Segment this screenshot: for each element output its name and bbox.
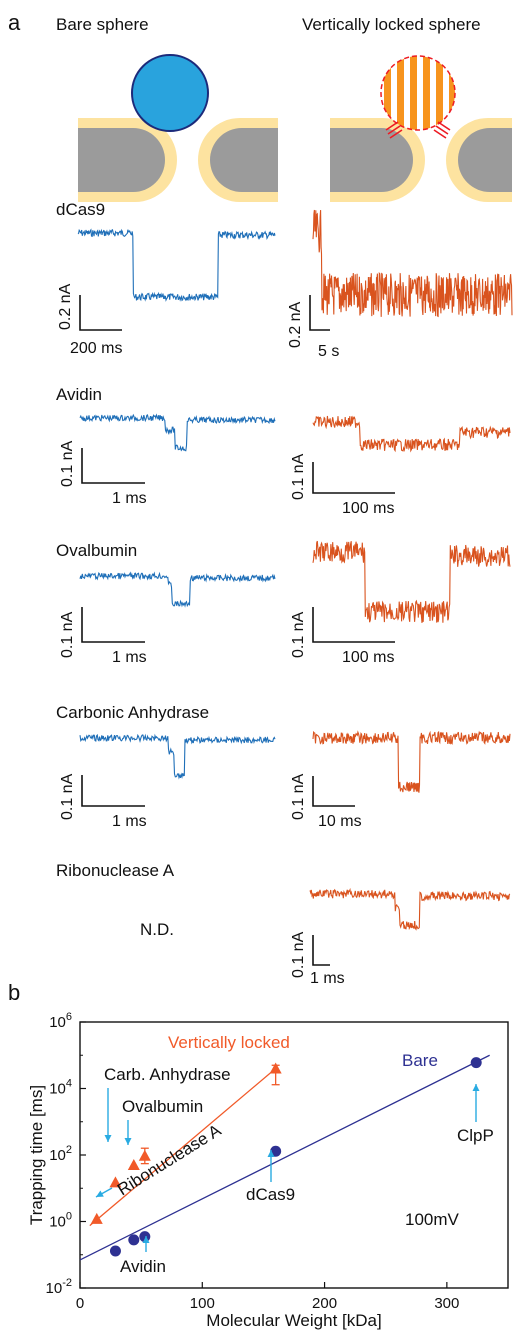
arrow-ovalbumin-head xyxy=(124,1138,132,1145)
annotation-ribonuclease: Ribonuclease A xyxy=(114,1120,225,1199)
scale-y-r3: 0.1 nA xyxy=(290,773,307,820)
trace-ovalbumin-bare xyxy=(79,571,276,608)
point-locked-1 xyxy=(109,1176,122,1188)
right-membrane-core-2 xyxy=(458,128,512,192)
arrow-carb-anhydrase-head xyxy=(104,1135,112,1142)
trace-title-carbonic: Carbonic Anhydrase xyxy=(56,703,209,722)
scale-y-l0: 0.2 nA xyxy=(57,283,74,330)
scalebar-r3 xyxy=(312,776,355,807)
annotation-dcas9: dCas9 xyxy=(246,1185,295,1204)
y-tick-label: 10-2 xyxy=(46,1277,72,1297)
point-bare-1 xyxy=(128,1234,140,1246)
point-bare-4 xyxy=(470,1057,482,1069)
scale-x-r0: 5 s xyxy=(318,343,339,360)
scale-x-r1: 100 ms xyxy=(342,500,394,517)
scalebar-l0 xyxy=(79,295,122,331)
point-locked-2 xyxy=(127,1159,140,1171)
scale-y-r2: 0.1 nA xyxy=(290,611,307,658)
annotation-carb-anhydrase: Carb. Anhydrase xyxy=(104,1065,231,1084)
trace-dcas9-bare xyxy=(77,228,276,302)
point-locked-3 xyxy=(138,1149,151,1161)
annotation-ovalbumin: Ovalbumin xyxy=(122,1097,203,1116)
scale-y-r0: 0.2 nA xyxy=(287,301,304,348)
panel-a-label: a xyxy=(8,10,21,35)
x-tick-label: 300 xyxy=(434,1295,459,1312)
trace-title-dcas9: dCas9 xyxy=(56,200,105,219)
trace-dcas9-locked xyxy=(312,209,513,318)
point-locked-0 xyxy=(90,1212,103,1224)
scalebar-r1 xyxy=(312,462,395,494)
trace-carbonic-bare xyxy=(79,733,276,780)
annotation-clpp: ClpP xyxy=(457,1126,494,1145)
arrow-clpp-head xyxy=(472,1084,480,1091)
scale-y-r4: 0.1 nA xyxy=(290,931,307,978)
not-determined-label: N.D. xyxy=(140,920,174,939)
fit-line-0 xyxy=(89,1067,277,1227)
locked-sphere-title: Vertically locked sphere xyxy=(302,15,481,34)
scale-y-l3: 0.1 nA xyxy=(59,773,76,820)
locked-sphere-schematic xyxy=(330,55,512,202)
trace-avidin-bare xyxy=(79,413,276,452)
arrow-ribonuclease-head xyxy=(96,1190,104,1197)
left-membrane-core xyxy=(78,128,165,192)
scale-bars xyxy=(79,295,395,966)
scalebar-r2 xyxy=(312,607,395,643)
left-membrane-core-2 xyxy=(330,128,413,192)
series-label-locked: Vertically locked xyxy=(168,1033,290,1052)
y-tick-label: 102 xyxy=(49,1144,72,1164)
trace-title-ribonuclease: Ribonuclease A xyxy=(56,861,175,880)
trace-ribonuclease-locked xyxy=(309,887,511,931)
point-bare-0 xyxy=(109,1245,121,1257)
x-axis-label: Molecular Weight [kDa] xyxy=(206,1311,381,1330)
scalebar-l1 xyxy=(81,448,145,484)
panel-b-label: b xyxy=(8,980,20,1005)
scale-x-l2: 1 ms xyxy=(112,649,147,666)
scale-x-l0: 200 ms xyxy=(70,340,122,357)
series-label-bare: Bare xyxy=(402,1051,438,1070)
scalebar-r4 xyxy=(312,935,330,966)
lock-links xyxy=(385,121,451,139)
locked-sphere-outline xyxy=(380,55,456,131)
trace-title-ovalbumin: Ovalbumin xyxy=(56,541,137,560)
voltage-condition: 100mV xyxy=(405,1210,460,1229)
x-tick-label: 100 xyxy=(190,1295,215,1312)
point-locked-4 xyxy=(269,1062,282,1074)
annotation-avidin: Avidin xyxy=(120,1257,166,1276)
striped-sphere-fill xyxy=(381,56,455,130)
scale-x-r3: 10 ms xyxy=(318,813,362,830)
bare-sphere xyxy=(131,54,209,132)
scale-x-l1: 1 ms xyxy=(112,490,147,507)
bare-sphere-title: Bare sphere xyxy=(56,15,149,34)
y-axis-label: Trapping time [ms] xyxy=(27,1085,46,1225)
scale-y-l1: 0.1 nA xyxy=(59,440,76,487)
scalebar-r0 xyxy=(309,295,330,331)
y-tick-label: 100 xyxy=(49,1211,72,1231)
arrow-avidin-head xyxy=(142,1236,150,1243)
scale-x-r4: 1 ms xyxy=(310,970,345,987)
y-tick-label: 104 xyxy=(49,1078,72,1098)
x-tick-label: 200 xyxy=(312,1295,337,1312)
scalebar-l2 xyxy=(81,607,145,643)
trapping-time-chart: 0 100 200 300 10-2 100 102 104 106 Molecular Weig… xyxy=(27,1011,509,1330)
bare-sphere-schematic xyxy=(78,54,278,202)
fit-line-1 xyxy=(79,1054,490,1261)
scale-x-l3: 1 ms xyxy=(112,813,147,830)
scale-x-r2: 100 ms xyxy=(342,649,394,666)
trace-carbonic-locked xyxy=(312,730,511,793)
arrow-dcas9-head xyxy=(267,1150,275,1157)
trace-title-avidin: Avidin xyxy=(56,385,102,404)
trace-ovalbumin-locked xyxy=(312,540,511,623)
scale-y-l2: 0.1 nA xyxy=(59,611,76,658)
y-tick-label: 106 xyxy=(49,1011,72,1031)
current-traces xyxy=(77,209,513,931)
scale-y-r1: 0.1 nA xyxy=(290,453,307,500)
right-membrane-core xyxy=(210,128,278,192)
trace-avidin-locked xyxy=(312,415,511,453)
scalebar-l3 xyxy=(81,775,145,807)
x-tick-label: 0 xyxy=(76,1295,84,1312)
